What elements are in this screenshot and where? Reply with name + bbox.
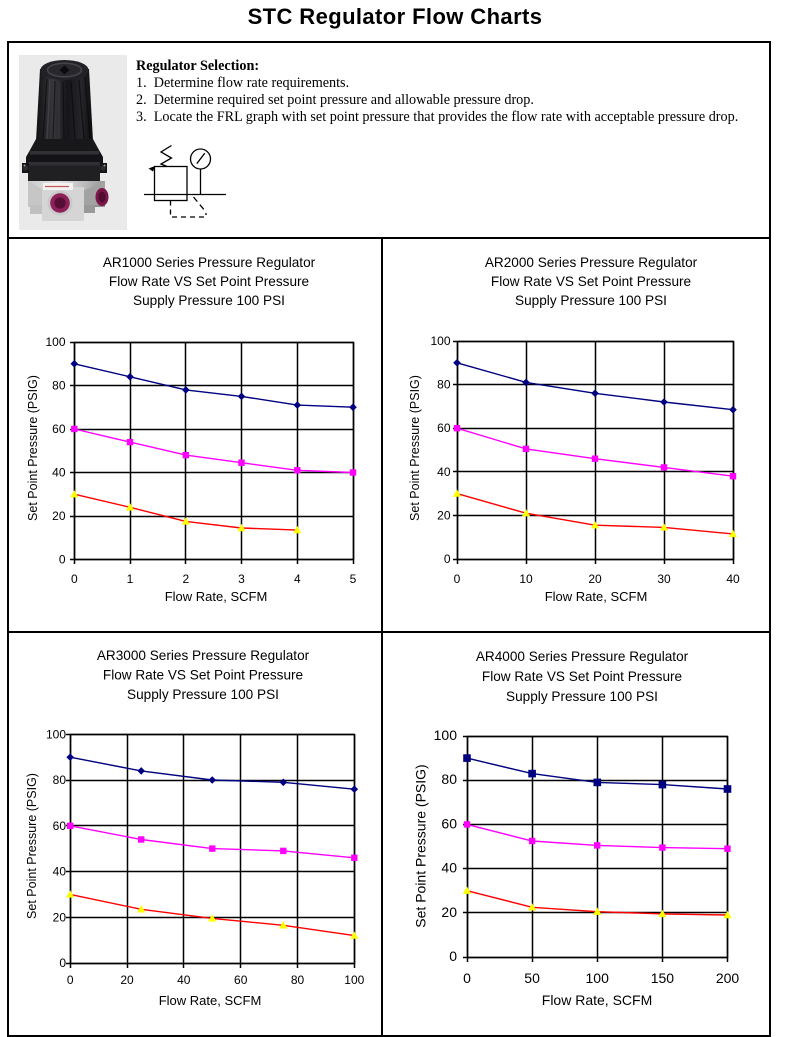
svg-text:20: 20: [588, 572, 602, 586]
svg-text:AR2000 Series Pressure Regulat: AR2000 Series Pressure Regulator: [485, 255, 698, 270]
svg-text:80: 80: [53, 773, 67, 787]
svg-text:0: 0: [71, 572, 78, 586]
svg-text:100: 100: [344, 973, 364, 987]
svg-text:150: 150: [651, 970, 675, 986]
svg-text:0: 0: [67, 973, 74, 987]
svg-text:60: 60: [52, 422, 66, 436]
svg-text:0: 0: [454, 572, 461, 586]
svg-text:80: 80: [52, 379, 66, 393]
svg-text:0: 0: [444, 552, 451, 566]
svg-text:Set Point Pressure (PSIG): Set Point Pressure (PSIG): [413, 764, 429, 927]
svg-text:5: 5: [350, 572, 357, 586]
svg-text:60: 60: [234, 973, 248, 987]
svg-text:AR3000 Series Pressure Regulat: AR3000 Series Pressure Regulator: [97, 648, 310, 663]
svg-text:20: 20: [437, 508, 451, 522]
svg-text:40: 40: [441, 860, 457, 876]
svg-text:Set Point Pressure (PSIG): Set Point Pressure (PSIG): [408, 375, 422, 521]
svg-text:100: 100: [46, 727, 66, 741]
svg-text:4: 4: [294, 572, 301, 586]
svg-text:100: 100: [430, 334, 450, 348]
svg-text:0: 0: [463, 970, 471, 986]
svg-text:100: 100: [586, 970, 610, 986]
svg-text:0: 0: [59, 956, 66, 970]
svg-text:100: 100: [45, 335, 65, 349]
svg-text:80: 80: [437, 378, 451, 392]
svg-text:0: 0: [449, 948, 457, 964]
svg-text:40: 40: [437, 465, 451, 479]
svg-text:80: 80: [441, 771, 457, 787]
svg-text:Set Point Pressure (PSIG): Set Point Pressure (PSIG): [26, 375, 40, 521]
svg-text:Flow Rate VS Set Point Pressur: Flow Rate VS Set Point Pressure: [482, 669, 682, 684]
svg-text:Flow Rate, SCFM: Flow Rate, SCFM: [545, 589, 648, 604]
svg-text:60: 60: [53, 819, 67, 833]
svg-text:40: 40: [52, 466, 66, 480]
svg-text:0: 0: [59, 553, 66, 567]
svg-text:200: 200: [716, 970, 740, 986]
svg-text:40: 40: [53, 865, 67, 879]
svg-text:Flow Rate VS Set Point Pressur: Flow Rate VS Set Point Pressure: [109, 274, 309, 289]
svg-text:Flow Rate, SCFM: Flow Rate, SCFM: [159, 993, 262, 1008]
svg-text:40: 40: [726, 572, 740, 586]
svg-text:2: 2: [182, 572, 189, 586]
svg-text:20: 20: [441, 904, 457, 920]
svg-text:Supply Pressure 100 PSI: Supply Pressure 100 PSI: [133, 293, 285, 308]
svg-text:10: 10: [519, 572, 533, 586]
svg-text:1: 1: [127, 572, 134, 586]
svg-text:80: 80: [291, 973, 305, 987]
svg-text:AR1000 Series Pressure Regulat: AR1000 Series Pressure Regulator: [103, 255, 316, 270]
svg-text:AR4000 Series Pressure Regulat: AR4000 Series Pressure Regulator: [476, 649, 689, 664]
svg-text:Flow Rate VS Set Point Pressur: Flow Rate VS Set Point Pressure: [491, 274, 691, 289]
svg-text:Supply Pressure 100 PSI: Supply Pressure 100 PSI: [506, 689, 658, 704]
svg-text:Flow Rate VS Set Point Pressur: Flow Rate VS Set Point Pressure: [103, 668, 303, 683]
svg-text:30: 30: [657, 572, 671, 586]
svg-text:Supply Pressure 100 PSI: Supply Pressure 100 PSI: [515, 293, 667, 308]
svg-text:Flow Rate, SCFM: Flow Rate, SCFM: [165, 589, 268, 604]
svg-text:60: 60: [437, 421, 451, 435]
svg-text:Supply Pressure 100 PSI: Supply Pressure 100 PSI: [127, 687, 279, 702]
svg-text:40: 40: [177, 973, 191, 987]
svg-text:20: 20: [52, 509, 66, 523]
svg-text:50: 50: [524, 970, 540, 986]
svg-text:3: 3: [238, 572, 245, 586]
svg-text:Flow Rate, SCFM: Flow Rate, SCFM: [542, 992, 652, 1008]
svg-text:20: 20: [53, 910, 67, 924]
svg-text:100: 100: [434, 727, 458, 743]
svg-text:60: 60: [441, 815, 457, 831]
svg-text:20: 20: [120, 973, 134, 987]
svg-text:Set Point Pressure (PSIG): Set Point Pressure (PSIG): [25, 773, 39, 919]
